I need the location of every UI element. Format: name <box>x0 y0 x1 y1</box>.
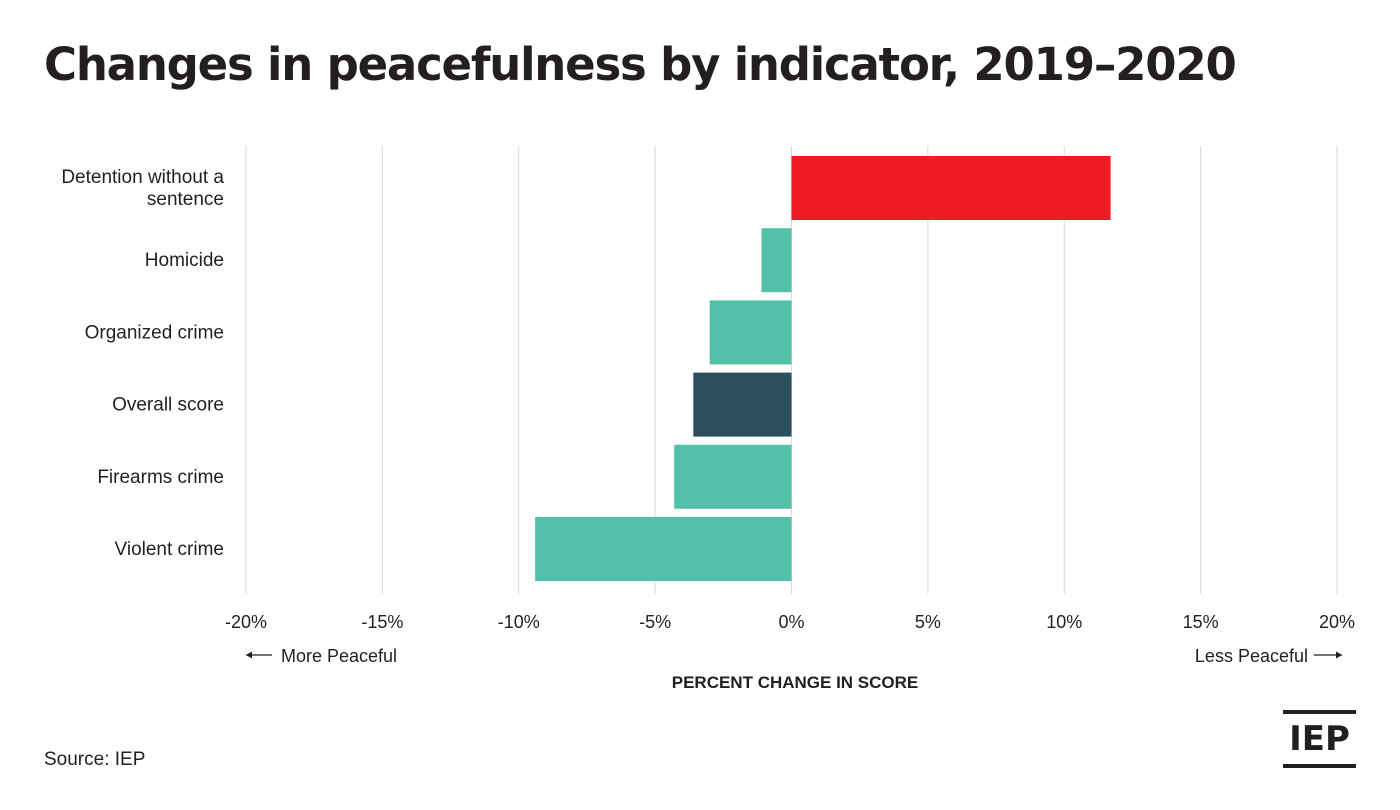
bar-chart: Detention without a sentence Homicide Organ… <box>61 146 1355 666</box>
chart-title: Changes in peacefulness by indicator, 20… <box>44 38 1237 91</box>
bar-organized-crime <box>709 300 792 365</box>
bar-firearms-crime <box>674 444 792 509</box>
category-label-detention-without-a-sentence: Detention without a sentence <box>61 167 224 210</box>
source-note: Source: IEP <box>44 749 146 770</box>
right-arrow-head <box>1336 651 1342 659</box>
category-labels: Detention without a sentence Homicide Organ… <box>61 167 224 560</box>
bar-violent-crime <box>535 517 792 581</box>
less-peaceful-label: Less Peaceful <box>1195 646 1308 666</box>
bar-detention-without-a-sentence <box>791 156 1111 220</box>
x-tick-label-8: 20% <box>1319 612 1355 632</box>
x-tick-label-7: 15% <box>1183 612 1219 632</box>
x-tick-label-4: 0% <box>778 612 804 632</box>
x-tick-label-5: 5% <box>915 612 941 632</box>
x-axis-title: PERCENT CHANGE IN SCORE <box>671 673 919 692</box>
bar-overall-score <box>693 372 792 437</box>
category-label-homicide: Homicide <box>145 250 224 271</box>
category-label-violent-crime: Violent crime <box>115 539 224 560</box>
category-label-overall-score: Overall score <box>112 395 224 416</box>
x-tick-label-2: -10% <box>498 612 540 632</box>
direction-labels: More Peaceful Less Peaceful <box>246 646 1342 666</box>
category-label-firearms-crime: Firearms crime <box>97 467 224 488</box>
left-arrow-head <box>246 651 252 659</box>
category-label-organized-crime: Organized crime <box>85 322 224 343</box>
x-tick-label-0: -20% <box>225 612 267 632</box>
x-tick-labels: -20% -15% -10% -5% 0% 5% 10% 15% 20% <box>225 612 1355 632</box>
grid-lines <box>245 146 1338 594</box>
x-tick-label-1: -15% <box>361 612 403 632</box>
bars <box>535 156 1111 581</box>
x-tick-label-3: -5% <box>639 612 671 632</box>
x-tick-label-6: 10% <box>1046 612 1082 632</box>
bar-homicide <box>761 228 792 293</box>
iep-logo: IEP <box>1283 710 1356 768</box>
more-peaceful-label: More Peaceful <box>281 646 397 666</box>
logo-text: IEP <box>1289 719 1350 759</box>
